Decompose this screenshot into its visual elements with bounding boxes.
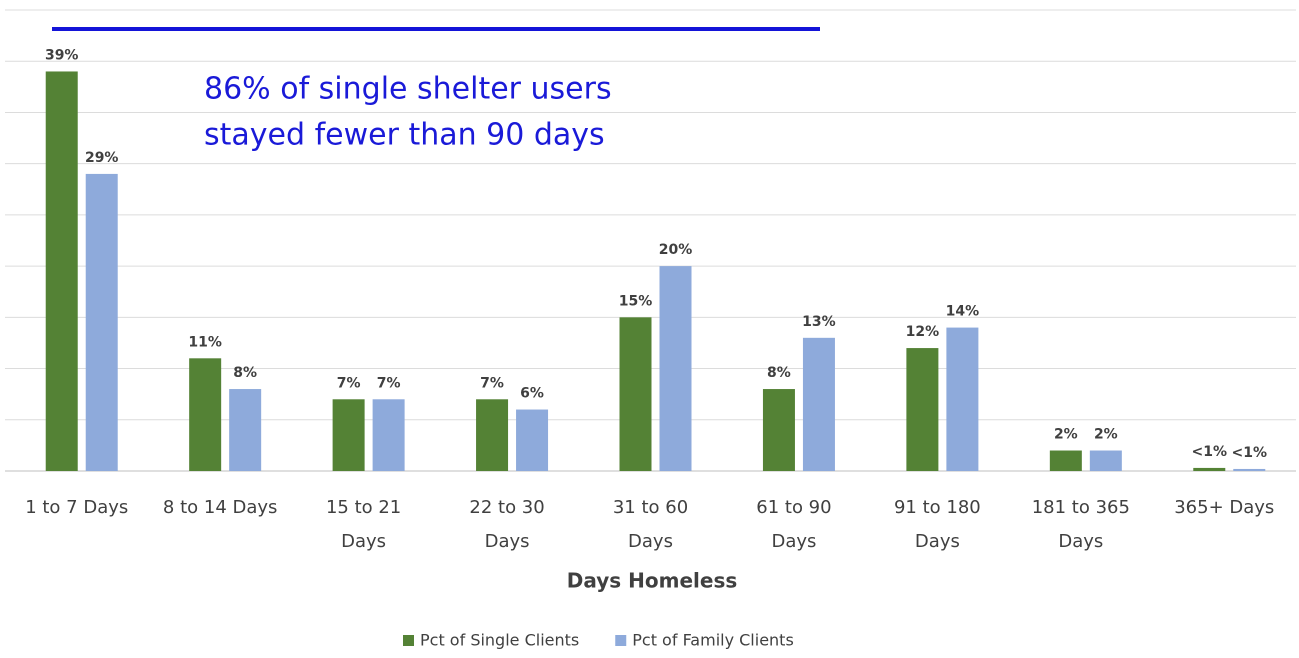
x-tick-label: Days [628,531,673,552]
bar [372,399,405,471]
annotation: stayed fewer than 90 days [204,118,605,153]
data-label: 2% [1094,427,1118,443]
bar [659,266,692,471]
data-label: 13% [802,314,836,330]
data-label: <1% [1232,445,1268,461]
data-label: 6% [520,386,544,402]
data-label: 7% [337,375,361,391]
data-label: 8% [767,365,791,381]
bar [189,358,222,471]
bar [85,173,118,471]
x-tick-label: 61 to 90 [756,497,831,518]
data-label: 7% [377,375,401,391]
legend-label: Pct of Single Clients [420,631,579,650]
bar [332,399,365,471]
x-tick-label: Days [341,531,386,552]
bar [45,71,78,471]
bar [1049,450,1082,471]
x-axis-title: Days Homeless [567,569,738,593]
data-label: 14% [946,304,980,320]
data-label: 39% [45,47,79,63]
bar [1089,450,1122,471]
x-tick-label: 365+ Days [1174,497,1274,518]
bar [619,317,652,471]
annotation: 86% of single shelter users [204,72,612,107]
bar [906,348,939,471]
x-tick-label: Days [485,531,530,552]
data-label: 2% [1054,427,1078,443]
bar [516,409,549,471]
legend-swatch [403,635,414,646]
x-tick-label: 15 to 21 [326,497,401,518]
bar [476,399,509,471]
legend-label: Pct of Family Clients [632,631,794,650]
data-label: 20% [659,242,693,258]
bar [229,389,262,471]
x-tick-label: 1 to 7 Days [25,497,128,518]
x-tick-label: Days [1058,531,1103,552]
bar [1233,468,1266,471]
data-label: 7% [480,375,504,391]
x-tick-label: 22 to 30 [469,497,544,518]
x-tick-label: 91 to 180 [894,497,981,518]
data-label: 11% [188,334,222,350]
x-tick-label: Days [771,531,816,552]
x-tick-label: 31 to 60 [613,497,688,518]
data-label: <1% [1192,444,1228,460]
legend-swatch [615,635,627,646]
bar [946,327,979,471]
bar [802,337,835,471]
x-tick-label: 8 to 14 Days [163,497,278,518]
data-label: 15% [619,293,653,309]
bar [762,389,795,471]
data-label: 29% [85,150,119,166]
x-tick-label: 181 to 365 [1032,497,1130,518]
bar [1193,467,1226,471]
data-label: 12% [906,324,940,340]
x-tick-label: Days [915,531,960,552]
data-label: 8% [233,365,257,381]
